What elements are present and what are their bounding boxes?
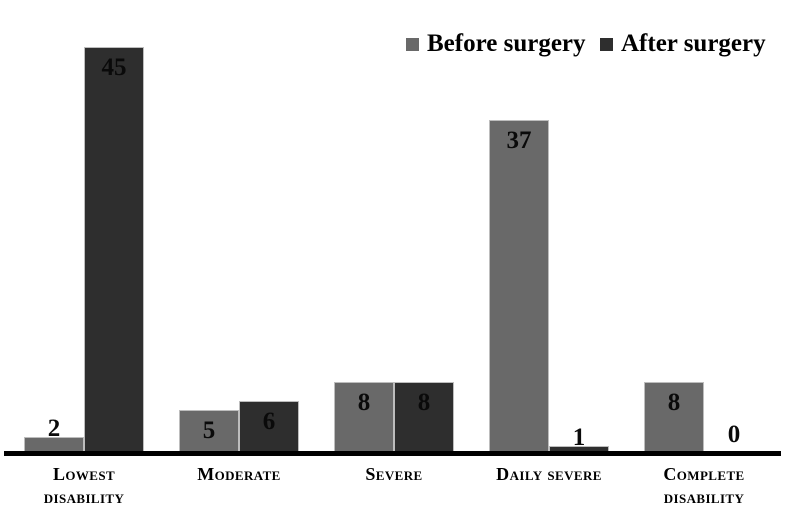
chart-legend: Before surgery After surgery	[0, 31, 788, 57]
bar-after-surgery-lowest-disability	[84, 47, 144, 455]
legend-swatch-before-icon	[406, 37, 419, 51]
axis-label-moderate: Moderate	[151, 463, 327, 486]
bar-after-surgery-moderate	[239, 400, 299, 455]
bar-after-surgery-daily-severe	[549, 445, 609, 455]
axis-label-line: Complete	[663, 464, 745, 484]
axis-label-line: Lowest	[52, 464, 116, 484]
bar-before-surgery-lowest-disability	[24, 436, 84, 455]
axis-label-line: disability	[663, 487, 745, 507]
axis-label-line: Severe	[365, 464, 423, 484]
axis-label-severe: Severe	[306, 463, 482, 486]
bar-after-surgery-severe	[394, 382, 454, 455]
bar-before-surgery-daily-severe	[489, 119, 549, 455]
bar-before-surgery-moderate	[179, 409, 239, 455]
x-axis-line	[4, 451, 781, 456]
legend-item-after-surgery: After surgery	[600, 31, 766, 57]
axis-label-line: Moderate	[197, 464, 281, 484]
bar-before-surgery-complete-disability	[644, 382, 704, 455]
axis-label-lowest-disability: Lowest disability	[0, 463, 172, 509]
legend-label-before-surgery: Before surgery	[427, 30, 586, 57]
legend-swatch-after-icon	[600, 37, 613, 51]
bar-before-surgery-severe	[334, 382, 394, 455]
legend-label-after-surgery: After surgery	[621, 30, 766, 57]
value-label-after-surgery-complete-disability: 0	[727, 421, 741, 448]
axis-label-line: Daily severe	[496, 464, 602, 484]
axis-label-line: disability	[43, 487, 125, 507]
axis-label-daily-severe: Daily severe	[461, 463, 637, 486]
axis-label-complete-disability: Complete disability	[616, 463, 788, 509]
legend-item-before-surgery: Before surgery	[406, 31, 586, 57]
